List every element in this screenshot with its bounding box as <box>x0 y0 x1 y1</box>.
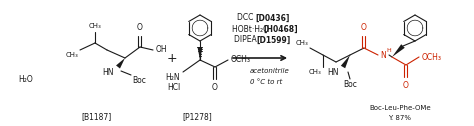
Text: OCH₃: OCH₃ <box>422 53 442 61</box>
Text: HCl: HCl <box>168 83 181 92</box>
Text: N: N <box>380 51 386 59</box>
Text: CH₃: CH₃ <box>308 69 321 75</box>
Text: [P1278]: [P1278] <box>182 113 212 121</box>
Text: O: O <box>212 83 218 92</box>
Text: [D0436]: [D0436] <box>255 13 289 23</box>
Text: O: O <box>137 23 143 32</box>
Text: O: O <box>361 23 367 32</box>
Polygon shape <box>198 47 202 60</box>
Text: CH₃: CH₃ <box>65 52 78 58</box>
Text: HN: HN <box>102 68 114 77</box>
Text: Y. 87%: Y. 87% <box>389 115 411 121</box>
Text: O: O <box>403 81 409 90</box>
Polygon shape <box>116 58 125 69</box>
Text: HN: HN <box>328 68 339 77</box>
Text: CH₃: CH₃ <box>89 23 101 29</box>
Text: +: + <box>167 52 177 65</box>
Text: OH: OH <box>156 45 168 55</box>
Text: HOBt·H₂O: HOBt·H₂O <box>232 24 272 34</box>
Text: DIPEA: DIPEA <box>234 36 259 44</box>
Polygon shape <box>392 44 405 57</box>
Polygon shape <box>341 55 350 68</box>
Text: [D1599]: [D1599] <box>256 36 290 44</box>
Text: OCH₃: OCH₃ <box>231 55 251 65</box>
Text: H: H <box>386 49 391 54</box>
Text: Boc: Boc <box>343 80 357 89</box>
Text: H₂N: H₂N <box>165 73 180 82</box>
Text: DCC: DCC <box>237 13 256 23</box>
Text: [H0468]: [H0468] <box>263 24 298 34</box>
Text: Boc-Leu-Phe-OMe: Boc-Leu-Phe-OMe <box>369 105 431 111</box>
Text: 0 °C to rt: 0 °C to rt <box>250 79 282 85</box>
Text: Boc: Boc <box>132 76 146 85</box>
Text: CH₃: CH₃ <box>295 40 308 46</box>
Text: H₂O: H₂O <box>18 75 33 85</box>
Text: [B1187]: [B1187] <box>82 113 112 121</box>
Text: acetonitrile: acetonitrile <box>250 68 290 74</box>
